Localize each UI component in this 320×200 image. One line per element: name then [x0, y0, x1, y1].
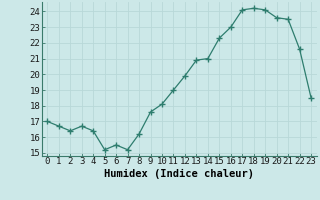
X-axis label: Humidex (Indice chaleur): Humidex (Indice chaleur)	[104, 169, 254, 179]
